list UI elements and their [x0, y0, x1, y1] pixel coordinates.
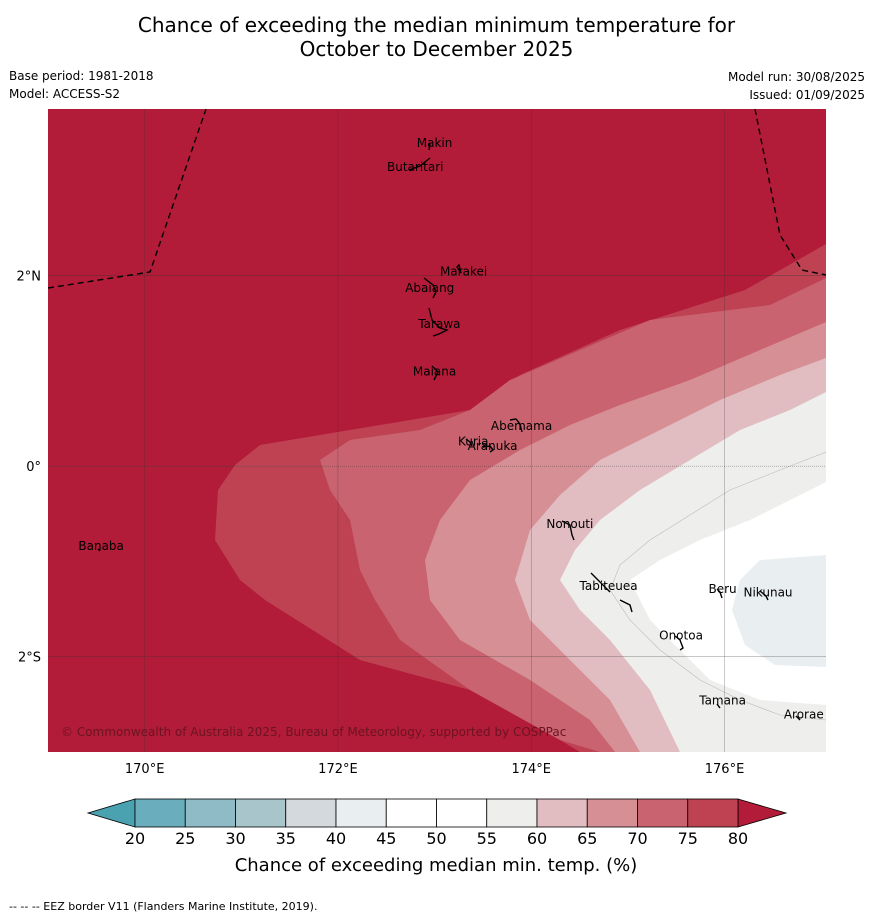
colorbar-tick-label: 25 — [175, 829, 195, 848]
makin-island — [428, 142, 431, 151]
nikunau-island — [759, 590, 769, 601]
place-label-tarawa: Tarawa — [417, 317, 460, 331]
contour-edge-line — [609, 451, 826, 721]
tamana-island — [716, 703, 721, 709]
x-tick-label: 170°E — [125, 762, 165, 777]
y-tick-label: 2°S — [18, 651, 41, 666]
colorbar-tick-label: 20 — [125, 829, 145, 848]
onotoa-island — [674, 635, 684, 651]
base-period-label: Base period: 1981-2018 — [9, 69, 154, 83]
colorbar-under-arrow — [86, 798, 136, 828]
model-label: Model: ACCESS-S2 — [9, 87, 121, 101]
place-label-marakei: Marakei — [440, 265, 487, 279]
colorbar-swatch-4 — [335, 798, 387, 828]
beru-island — [716, 588, 723, 599]
place-label-abaiang: Abaiang — [405, 281, 454, 295]
y-tick-label: 0° — [26, 460, 41, 475]
colorbar-swatch-10 — [637, 798, 689, 828]
colorbar-swatch-1 — [184, 798, 236, 828]
island-shapes — [97, 142, 801, 721]
place-label-onotoa: Onotoa — [659, 629, 703, 643]
place-label-nikunau: Nikunau — [743, 586, 792, 600]
x-tick-label: 176°E — [705, 762, 745, 777]
axis-tick-labels: 170°E 172°E 174°E 176°E 2°N 0° 2°S — [17, 270, 745, 777]
eez-legend-note: -- -- -- EEZ border V11 (Flanders Marine… — [9, 900, 318, 913]
place-label-tamana: Tamana — [698, 693, 746, 707]
colorbar-tick-label: 60 — [527, 829, 547, 848]
copyright-text: © Commonwealth of Australia 2025, Bureau… — [61, 725, 566, 739]
kuria-island — [465, 438, 473, 447]
colorbar-tick-label: 75 — [678, 829, 698, 848]
colorbar-over-arrow — [737, 798, 788, 828]
place-label-makin: Makin — [417, 136, 453, 150]
place-label-beru: Beru — [709, 582, 737, 596]
colorbar-tick-label: 80 — [728, 829, 748, 848]
colorbar-swatch-0 — [134, 798, 186, 828]
colorbar-swatch-5 — [385, 798, 437, 828]
nonouti-island — [561, 520, 575, 541]
banaba-island — [97, 548, 101, 552]
tarawa-island — [428, 307, 449, 337]
colorbar-swatch-3 — [285, 798, 337, 828]
place-label-abemama: Abemama — [491, 419, 552, 433]
colorbar-swatch-8 — [536, 798, 588, 828]
colorbar-tick-label: 50 — [426, 829, 446, 848]
colorbar-title: Chance of exceeding median min. temp. (%… — [235, 855, 638, 876]
place-label-maiana: Maiana — [413, 365, 456, 379]
tabiteuea-island — [590, 572, 633, 613]
x-tick-label: 172°E — [318, 762, 358, 777]
colorbar-tick-label: 55 — [477, 829, 497, 848]
issued-label: Issued: 01/09/2025 — [749, 88, 865, 102]
colorbar-swatch-9 — [586, 798, 638, 828]
y-tick-label: 2°N — [17, 270, 42, 285]
eez-border-west — [48, 109, 207, 289]
place-label-arorae: Arorae — [784, 708, 824, 722]
colorbar-tick-label: 35 — [276, 829, 296, 848]
colorbar-tick-label: 30 — [225, 829, 245, 848]
butaritari-island — [408, 157, 431, 171]
arorae-island — [795, 715, 801, 721]
eez-borders — [48, 109, 826, 289]
place-label-tabiteuea: Tabiteuea — [579, 579, 638, 593]
colorbar-swatch-6 — [436, 798, 488, 828]
maiana-island — [431, 365, 439, 381]
chart-title-line1: Chance of exceeding the median minimum t… — [137, 13, 736, 37]
place-label-kuria: Kuria — [458, 434, 489, 448]
colorbar-swatch-11 — [687, 798, 739, 828]
abaiang-island — [423, 277, 437, 299]
x-tick-label: 174°E — [511, 762, 551, 777]
colorbar-swatch-2 — [235, 798, 287, 828]
contour-40-45 — [732, 555, 826, 667]
place-label-banaba: Banaba — [78, 539, 124, 553]
colorbar: 20 25 30 35 40 45 50 55 60 65 70 75 80 — [86, 798, 788, 848]
eez-border-east — [754, 109, 826, 276]
place-label-aranuka: Aranuka — [468, 439, 518, 453]
colorbar-tick-label: 70 — [627, 829, 647, 848]
probability-contours — [48, 109, 826, 752]
place-label-butaritari: Butaritari — [387, 160, 444, 174]
marakei-island — [456, 263, 462, 274]
abemama-island — [509, 418, 523, 433]
aranuka-island — [482, 445, 495, 453]
colorbar-tick-label: 40 — [326, 829, 346, 848]
colorbar-swatch-7 — [486, 798, 538, 828]
place-labels: Makin Butaritari Marakei Abaiang Tarawa Maian… — [78, 136, 823, 722]
model-run-label: Model run: 30/08/2025 — [727, 70, 865, 84]
colorbar-tick-label: 65 — [577, 829, 597, 848]
colorbar-tick-label: 45 — [376, 829, 396, 848]
graticule — [48, 109, 826, 752]
place-label-nonouti: Nonouti — [546, 517, 593, 531]
chart-title-line2: October to December 2025 — [299, 37, 574, 61]
